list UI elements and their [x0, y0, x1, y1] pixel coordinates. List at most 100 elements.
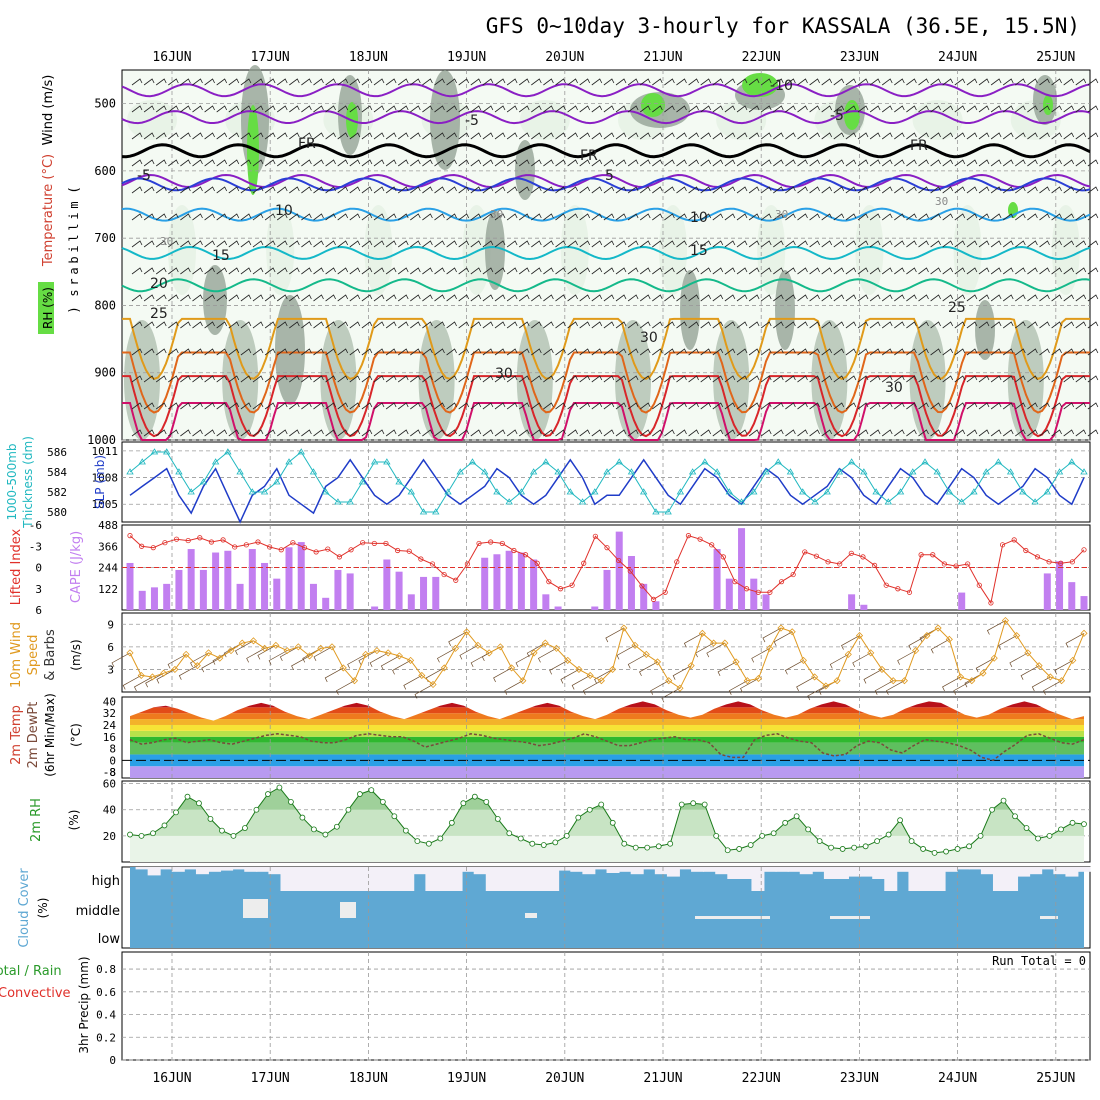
wind-barb: [361, 186, 373, 194]
wind-barb: [966, 159, 978, 167]
wind10-marker: [317, 644, 325, 652]
wind-barb: [664, 159, 675, 167]
li-marker: [848, 550, 854, 556]
wind-barb: [1002, 348, 1014, 356]
wind-barb: [349, 321, 361, 329]
precip-panel-frame: [121, 951, 1091, 1061]
rh-axis-label: RH (%): [41, 287, 55, 329]
wind-barb: [531, 105, 542, 113]
wind-barb: [180, 105, 191, 113]
thickness-marker: [358, 478, 367, 485]
cape-bar: [713, 549, 721, 610]
wind-barb: [845, 105, 857, 113]
cloud-high-gap: [171, 867, 185, 872]
rh-shade: [1051, 205, 1080, 295]
wind-barb: [446, 348, 457, 356]
wind-barb: [736, 159, 748, 167]
thickness-marker: [933, 468, 941, 475]
wind-barb: [192, 159, 203, 167]
x-tick-label-top: 24JUN: [938, 50, 977, 65]
wind-barb: [385, 213, 397, 221]
wind-barb: [652, 402, 663, 410]
wind-barb: [918, 429, 929, 437]
thickness-marker: [737, 498, 746, 505]
x-tick-label-bottom: 20JUN: [545, 1071, 584, 1086]
wind-barb: [131, 186, 143, 194]
temp2m-label-3: (6hr Min/Max): [43, 693, 57, 777]
cloud-high-gap: [896, 867, 910, 872]
wind-barb: [216, 159, 228, 167]
wind-barb: [531, 294, 542, 302]
wind-barb: [446, 186, 457, 194]
wind-barb: [482, 267, 494, 275]
wind-barb: [567, 132, 578, 140]
wind-barb: [954, 294, 966, 302]
wind-barb: [301, 429, 312, 437]
wind-barb: [748, 159, 760, 167]
wind-barb: [506, 321, 518, 329]
wind-barb: [192, 105, 203, 113]
x-tick-label-top: 18JUN: [349, 50, 388, 65]
wind-barb: [1087, 213, 1099, 221]
wind-barb: [700, 213, 712, 221]
cloud-high-gap: [268, 867, 282, 875]
wind-axis-label: Wind (m/s): [41, 75, 56, 146]
wind-barb: [446, 159, 457, 167]
wind-barb: [603, 78, 615, 86]
wind-barb: [785, 429, 796, 437]
wind-barb: [446, 105, 457, 113]
wind-barb: [603, 294, 615, 302]
cloud-high-gap: [872, 867, 886, 879]
wind-barb: [748, 321, 760, 329]
chart-title: GFS 0~10day 3-hourly for KASSALA (36.5E,…: [486, 14, 1080, 38]
wind-barb: [168, 132, 179, 140]
rh2m-marker: [724, 847, 731, 854]
precip-tick-label: 0.8: [96, 963, 116, 976]
wind10-marker: [384, 649, 392, 657]
thickness-marker: [150, 448, 159, 455]
wind-barb: [397, 240, 409, 248]
wind-barb: [385, 132, 397, 140]
wind-barb: [1087, 294, 1099, 302]
wind-barb: [325, 213, 336, 221]
wind-barb: [1039, 375, 1050, 383]
wind-barb: [482, 105, 494, 113]
wind-barb: [192, 429, 203, 437]
wind-barb: [627, 132, 639, 140]
wind-barb: [785, 375, 796, 383]
wind-barb: [869, 402, 881, 410]
wind-barb: [954, 105, 966, 113]
wind10-tick-label: 6: [107, 641, 114, 654]
wind10-barb: [728, 680, 748, 695]
wind10-marker: [889, 677, 897, 685]
wind-barb: [301, 132, 312, 140]
wind10-marker: [463, 628, 471, 636]
wind-barb: [1075, 375, 1087, 383]
wind-barb: [397, 348, 409, 356]
wind-barb: [216, 240, 228, 248]
x-tick-label-bottom: 18JUN: [349, 1071, 388, 1086]
wind-barb: [204, 402, 215, 410]
wind-barb: [397, 105, 409, 113]
wind-barb: [1015, 321, 1026, 329]
rh-contour-label: 30: [775, 208, 788, 221]
wind-barb: [289, 294, 300, 302]
wind-barb: [531, 321, 542, 329]
wind-barb: [809, 294, 820, 302]
wind-barb: [555, 105, 566, 113]
wind-barb: [869, 105, 881, 113]
wind-barb: [337, 186, 349, 194]
wind-barb: [906, 159, 917, 167]
wind-barb: [385, 294, 397, 302]
contour-label: FR: [298, 136, 316, 152]
wind10-barb: [201, 657, 220, 673]
wind-barb: [373, 348, 385, 356]
wind-barb: [869, 159, 881, 167]
wind-barb: [531, 78, 542, 86]
thickness-marker: [248, 488, 257, 495]
wind-barb: [301, 240, 312, 248]
wind-barb: [845, 78, 857, 86]
x-tick-label-top: 21JUN: [643, 50, 682, 65]
wind-barb: [1075, 240, 1087, 248]
